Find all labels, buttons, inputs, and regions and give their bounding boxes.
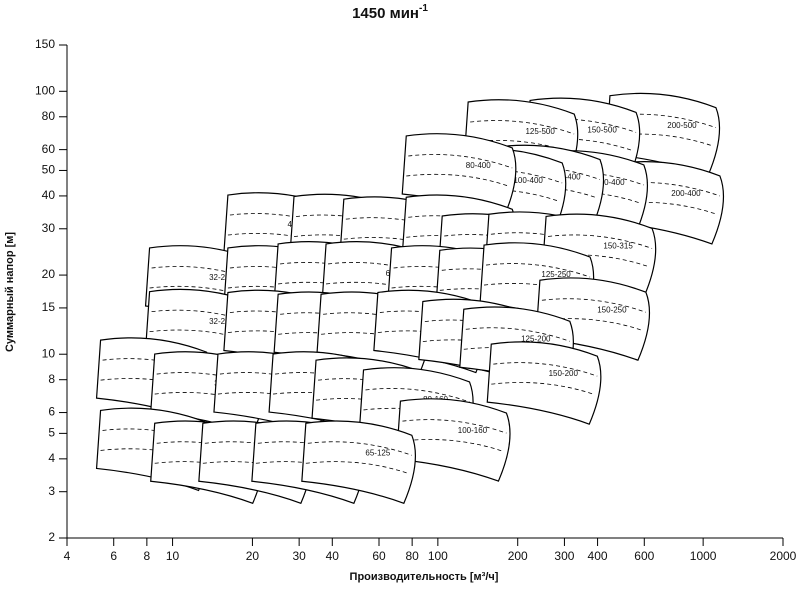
- y-tick-label: 40: [42, 188, 56, 202]
- region-curve: [400, 439, 503, 452]
- region-curve: [491, 382, 594, 395]
- region-label: 100-160: [458, 426, 488, 435]
- region-curve: [470, 120, 575, 135]
- region-curve: [530, 138, 633, 151]
- y-tick-label: 3: [48, 484, 55, 498]
- region-curve: [539, 318, 643, 331]
- title-text: 1450 мин: [352, 5, 419, 22]
- x-tick-label: 4: [64, 549, 71, 563]
- region-label: 32-200: [209, 317, 234, 326]
- region-label: 125-400: [551, 173, 581, 182]
- x-tick-label: 200: [508, 549, 528, 563]
- region-curve: [546, 254, 649, 267]
- region-curve: [615, 182, 721, 197]
- region-label: 150-200: [549, 369, 579, 378]
- y-tick-label: 20: [42, 267, 56, 281]
- regions: 200-500 150-500 125-500 200-400 150-400 125-4…: [95, 92, 725, 505]
- x-tick-label: 80: [405, 549, 419, 563]
- region-label: 200-400: [671, 189, 701, 198]
- y-tick-label: 4: [48, 451, 55, 465]
- region-curve: [548, 234, 653, 249]
- region-label: 150-400: [595, 178, 625, 187]
- x-tick-label: 2000: [770, 549, 797, 563]
- region-curve: [486, 263, 591, 278]
- region-curve: [305, 461, 408, 474]
- region: 100-160: [395, 398, 511, 482]
- y-tick-label: 10: [42, 346, 56, 360]
- y-tick-label: 100: [35, 83, 55, 97]
- x-tick-label: 10: [166, 549, 180, 563]
- y-tick-label: 150: [35, 37, 55, 51]
- region-curve: [307, 441, 412, 456]
- title-sup: -1: [419, 3, 428, 14]
- region-curve: [613, 201, 717, 215]
- y-tick-label: 80: [42, 109, 56, 123]
- y-tick-label: 8: [48, 372, 55, 386]
- region-curve: [541, 298, 647, 313]
- y-tick-label: 30: [42, 221, 56, 235]
- y-tick-label: 5: [48, 426, 55, 440]
- region-curve: [402, 419, 507, 434]
- x-tick-label: 20: [246, 549, 260, 563]
- region-label: 125-200: [521, 334, 551, 343]
- region-curve: [493, 362, 598, 377]
- x-tick-label: 60: [372, 549, 386, 563]
- y-tick-label: 6: [48, 405, 55, 419]
- region-label: 100-400: [513, 176, 543, 185]
- x-tick-label: 6: [110, 549, 117, 563]
- region-curve: [611, 113, 717, 129]
- region-curve: [365, 388, 470, 403]
- x-tick-label: 600: [634, 549, 654, 563]
- region-label: 150-500: [587, 126, 617, 135]
- y-tick-label: 15: [42, 300, 56, 314]
- region-curve: [406, 173, 509, 187]
- x-axis-label: Производительность [м³/ч]: [350, 571, 499, 583]
- region-label: 150-315: [603, 242, 633, 251]
- region-curve: [609, 133, 713, 147]
- axes: 2 3 4 5 6 8 10 15 20 30 40 50 60 80 100 150 4 6 8 10 20 30 40 6…: [35, 37, 797, 563]
- region-label: 150-250: [597, 305, 627, 314]
- region-label: 200-500: [667, 121, 697, 130]
- region-label: 80-400: [466, 161, 491, 170]
- x-tick-label: 400: [588, 549, 608, 563]
- chart-title: 1450 мин-1: [352, 3, 428, 22]
- region: 150-200: [486, 341, 602, 425]
- x-tick-label: 40: [326, 549, 340, 563]
- x-tick-label: 8: [144, 549, 151, 563]
- x-tick-label: 100: [428, 549, 448, 563]
- x-tick-label: 1000: [690, 549, 717, 563]
- region: 65-125: [301, 420, 416, 505]
- x-tick-label: 300: [554, 549, 574, 563]
- region-curve: [532, 118, 637, 133]
- region-curve: [465, 327, 570, 342]
- region-label: 125-250: [541, 270, 571, 279]
- y-tick-label: 60: [42, 142, 56, 156]
- y-tick-label: 50: [42, 163, 56, 177]
- y-tick-label: 2: [48, 530, 55, 544]
- region-label: 32-250: [209, 273, 234, 282]
- region-curve: [408, 154, 513, 169]
- region-label: 125-500: [525, 127, 555, 136]
- region-label: 65-125: [365, 448, 390, 457]
- x-tick-label: 30: [292, 549, 306, 563]
- y-axis-label: Суммарный напор [м]: [4, 232, 16, 352]
